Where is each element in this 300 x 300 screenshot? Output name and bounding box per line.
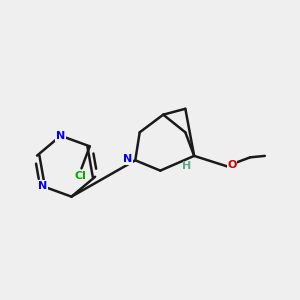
Text: N: N [123, 154, 133, 164]
Text: N: N [38, 181, 47, 191]
Text: H: H [182, 161, 191, 171]
Text: N: N [56, 131, 65, 141]
Text: Cl: Cl [74, 171, 86, 181]
Text: O: O [227, 160, 236, 170]
